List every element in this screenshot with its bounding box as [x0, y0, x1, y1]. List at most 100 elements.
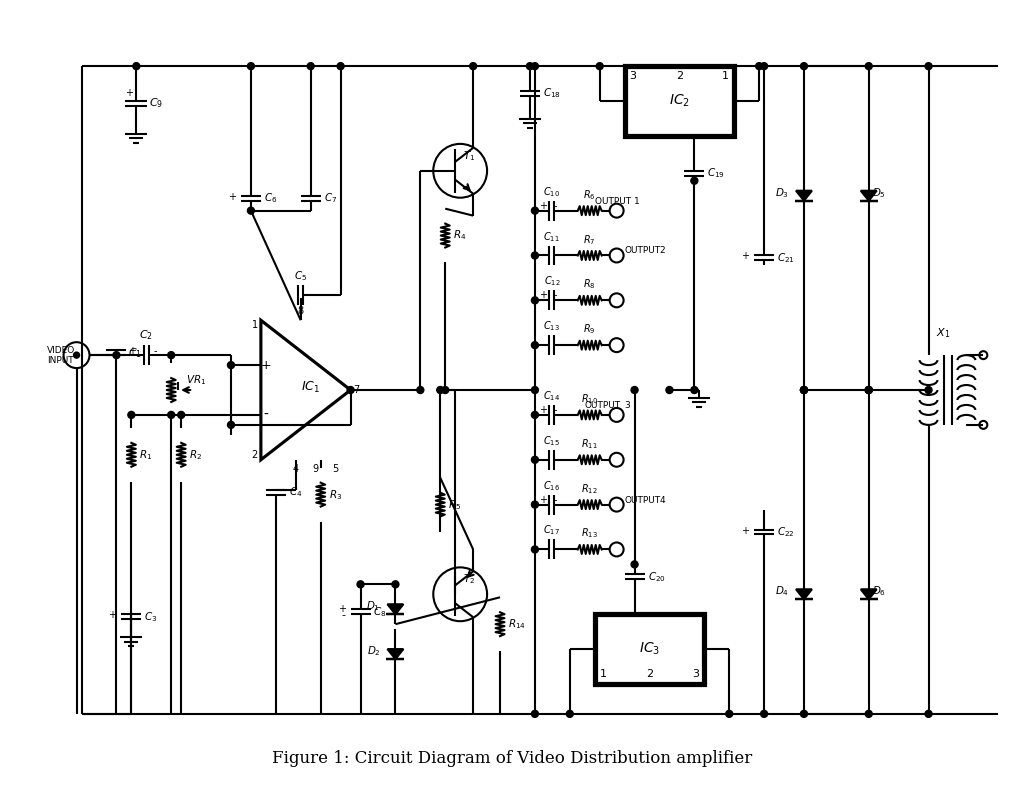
Text: $C_{19}$: $C_{19}$	[708, 166, 725, 181]
Text: +: +	[109, 610, 117, 620]
Text: -: -	[553, 290, 557, 301]
Polygon shape	[387, 604, 403, 614]
Circle shape	[437, 386, 443, 393]
Text: $D_6$: $D_6$	[871, 584, 886, 598]
Text: +: +	[539, 495, 547, 505]
Text: -: -	[342, 610, 345, 620]
Circle shape	[631, 561, 638, 568]
Circle shape	[168, 411, 175, 418]
Circle shape	[801, 710, 808, 717]
Text: +: +	[260, 359, 271, 371]
Circle shape	[531, 252, 539, 259]
Circle shape	[531, 63, 539, 70]
Polygon shape	[861, 191, 877, 201]
Text: 2: 2	[676, 71, 683, 81]
Text: OUTPUT 1: OUTPUT 1	[595, 197, 639, 206]
Text: 2: 2	[646, 669, 653, 679]
Polygon shape	[796, 590, 812, 599]
Text: +: +	[338, 604, 345, 614]
Circle shape	[865, 386, 872, 393]
Text: $C_{11}$: $C_{11}$	[544, 230, 560, 243]
Circle shape	[531, 386, 539, 393]
Circle shape	[470, 63, 476, 70]
Circle shape	[357, 581, 364, 588]
Text: VIDEO: VIDEO	[47, 345, 75, 355]
Circle shape	[74, 352, 80, 358]
Text: 8: 8	[298, 306, 304, 316]
Circle shape	[531, 297, 539, 304]
Text: $C_9$: $C_9$	[150, 97, 164, 111]
Text: $C_2$: $C_2$	[139, 328, 154, 342]
Text: +: +	[228, 192, 236, 202]
Circle shape	[531, 341, 539, 349]
Text: 3: 3	[625, 401, 631, 410]
Text: $R_2$: $R_2$	[189, 448, 202, 462]
Circle shape	[631, 386, 638, 393]
Circle shape	[441, 386, 449, 393]
Text: $R_1$: $R_1$	[139, 448, 153, 462]
Text: $C_1$: $C_1$	[128, 345, 142, 360]
Text: INPUT: INPUT	[47, 356, 74, 364]
Text: +: +	[539, 405, 547, 415]
Circle shape	[307, 63, 314, 70]
Text: $C_{20}$: $C_{20}$	[647, 570, 666, 584]
Text: $R_4$: $R_4$	[454, 228, 467, 243]
Circle shape	[925, 63, 932, 70]
Circle shape	[761, 63, 768, 70]
Text: 9: 9	[312, 464, 318, 473]
Text: 3: 3	[630, 71, 637, 81]
Circle shape	[925, 710, 932, 717]
Text: 1: 1	[722, 71, 729, 81]
Circle shape	[531, 710, 539, 717]
Circle shape	[756, 63, 763, 70]
Text: $C_5$: $C_5$	[294, 269, 307, 283]
Text: OUTPUT: OUTPUT	[625, 246, 660, 255]
Circle shape	[801, 386, 808, 393]
Text: 2: 2	[252, 450, 258, 460]
Text: $R_8$: $R_8$	[584, 278, 596, 291]
Text: $IC_2$: $IC_2$	[669, 93, 690, 109]
Text: $R_3$: $R_3$	[329, 487, 342, 502]
Circle shape	[691, 177, 697, 184]
Text: $VR_1$: $VR_1$	[186, 373, 207, 387]
Circle shape	[801, 386, 808, 393]
Text: $D_2$: $D_2$	[367, 644, 381, 658]
Polygon shape	[796, 191, 812, 201]
Text: $C_{18}$: $C_{18}$	[543, 86, 561, 100]
Circle shape	[531, 456, 539, 463]
Circle shape	[113, 352, 120, 359]
Text: 4: 4	[659, 495, 666, 505]
Circle shape	[392, 581, 399, 588]
Circle shape	[128, 411, 135, 418]
Text: $T_2$: $T_2$	[463, 572, 475, 586]
Text: $C_7$: $C_7$	[324, 192, 337, 205]
Circle shape	[865, 386, 872, 393]
Circle shape	[865, 710, 872, 717]
Circle shape	[531, 501, 539, 508]
Circle shape	[531, 411, 539, 418]
Circle shape	[801, 386, 808, 393]
Circle shape	[925, 386, 932, 393]
Circle shape	[666, 386, 673, 393]
Text: 3: 3	[692, 669, 699, 679]
Text: $D_1$: $D_1$	[367, 599, 381, 613]
Text: +: +	[539, 290, 547, 301]
Circle shape	[801, 63, 808, 70]
Circle shape	[133, 63, 140, 70]
Text: $C_{13}$: $C_{13}$	[544, 319, 560, 333]
Text: Figure 1: Circuit Diagram of Video Distribution amplifier: Figure 1: Circuit Diagram of Video Distr…	[272, 750, 752, 767]
Circle shape	[227, 362, 234, 369]
Text: $D_5$: $D_5$	[871, 186, 886, 199]
Text: +: +	[125, 88, 133, 98]
Text: +: +	[539, 201, 547, 210]
Text: +: +	[741, 525, 750, 535]
Text: $C_{17}$: $C_{17}$	[544, 524, 560, 538]
Circle shape	[865, 386, 872, 393]
Text: -: -	[553, 405, 557, 415]
Circle shape	[168, 352, 175, 359]
Text: $D_3$: $D_3$	[775, 186, 790, 199]
Text: -: -	[553, 201, 557, 210]
Text: $D_4$: $D_4$	[775, 584, 790, 598]
Circle shape	[726, 710, 733, 717]
Circle shape	[526, 63, 534, 70]
